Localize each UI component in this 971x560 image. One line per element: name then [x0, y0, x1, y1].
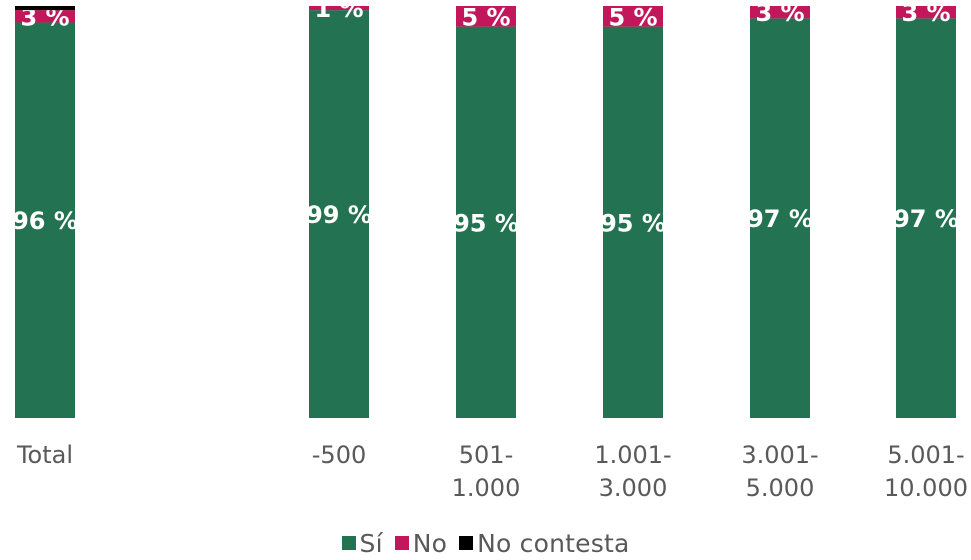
- legend-label-s: Sí: [359, 528, 383, 558]
- x-tick-label-5-001-10-000: 5.001-10.000: [884, 441, 968, 502]
- data-label-no-5-001-10-000: 3 %: [901, 0, 950, 27]
- bar-s-501-1-000: [456, 26, 516, 418]
- data-label-s-total: 96 %: [12, 207, 78, 235]
- bar-s-3-001-5-000: [750, 18, 810, 419]
- bar-s-5-001-10-000: [896, 18, 956, 419]
- legend-swatch-s: [341, 536, 356, 550]
- data-label-s-3-001-5-000: 97 %: [747, 205, 813, 233]
- data-label-s-5-001-10-000: 97 %: [893, 205, 959, 233]
- bar-s-500: [309, 10, 369, 419]
- x-tick-label-500: -500: [312, 441, 366, 469]
- x-tick-label-501-1-000: 501-1.000: [452, 441, 521, 502]
- data-label-no-501-1-000: 5 %: [461, 3, 510, 31]
- bar-no-1-001-3-000: [603, 6, 663, 27]
- bar-no-5-001-10-000: [896, 6, 956, 19]
- bar-no-contesta-total: [15, 6, 75, 11]
- data-label-no-500: 1 %: [314, 0, 363, 23]
- bar-no-501-1-000: [456, 6, 516, 27]
- bar-s-1-001-3-000: [603, 26, 663, 418]
- bar-no-3-001-5-000: [750, 6, 810, 19]
- x-tick-label-1-001-3-000: 1.001-3.000: [594, 441, 671, 502]
- legend-item-no: No: [394, 528, 448, 558]
- chart-legend: Sí No No contesta: [0, 528, 971, 558]
- legend-swatch-no-contesta: [459, 536, 474, 550]
- bar-no-500: [309, 6, 369, 11]
- bar-no-total: [15, 10, 75, 23]
- data-label-s-1-001-3-000: 95 %: [600, 209, 666, 237]
- data-label-s-501-1-000: 95 %: [453, 209, 519, 237]
- legend-label-no: No: [412, 528, 448, 558]
- bar-s-total: [15, 22, 75, 418]
- x-tick-label-total: Total: [16, 441, 73, 469]
- data-label-s-500: 99 %: [306, 201, 372, 229]
- data-label-no-3-001-5-000: 3 %: [755, 0, 804, 27]
- legend-label-no-contesta: No contesta: [477, 528, 630, 558]
- data-label-no-1-001-3-000: 5 %: [608, 3, 657, 31]
- legend-item-s: Sí: [341, 528, 383, 558]
- legend-item-no-contesta: No contesta: [459, 529, 629, 558]
- x-tick-label-3-001-5-000: 3.001-5.000: [741, 441, 818, 502]
- legend-swatch-no: [394, 536, 409, 550]
